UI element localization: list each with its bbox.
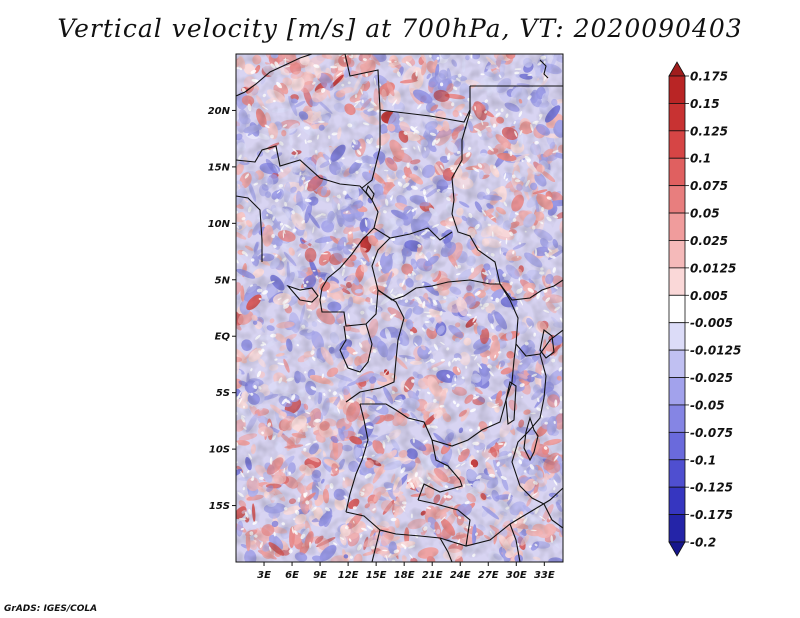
lat-tick-label: 20N xyxy=(208,106,231,117)
colorbar-swatch xyxy=(668,514,686,543)
colorbar-swatch xyxy=(668,431,686,461)
lat-tick-label: 10S xyxy=(209,445,230,456)
colorbar-label: 0.025 xyxy=(690,234,728,248)
lat-tick-label: EQ xyxy=(215,332,231,343)
colorbar-swatch xyxy=(668,486,686,515)
colorbar-label: -0.075 xyxy=(690,426,733,440)
lat-tick-label: 15N xyxy=(208,162,231,173)
colorbar-label: 0.1 xyxy=(690,152,711,166)
colorbar-label: 0.15 xyxy=(690,97,720,111)
lon-tick-label: 33E xyxy=(534,570,555,581)
colorbar-swatch xyxy=(668,103,686,132)
colorbar-swatch xyxy=(668,377,686,406)
lat-tick-label: 10N xyxy=(208,219,231,230)
lon-tick-label: 6E xyxy=(285,570,299,581)
colorbar-label: 0.0125 xyxy=(690,261,736,275)
colorbar-swatch xyxy=(668,130,686,159)
map-frame xyxy=(235,53,564,563)
colorbar-label: 0.05 xyxy=(690,207,720,221)
colorbar-swatch xyxy=(668,240,686,269)
lon-tick-label: 30E xyxy=(506,570,527,581)
lon-tick-label: 24E xyxy=(450,570,471,581)
colorbar-label: -0.005 xyxy=(690,316,733,330)
lon-tick-label: 21E xyxy=(422,570,443,581)
colorbar-label: 0.175 xyxy=(690,70,728,84)
colorbar-label: -0.2 xyxy=(690,536,716,550)
vertical-velocity-field xyxy=(236,54,563,562)
lat-tick-label: 15S xyxy=(209,501,230,512)
colorbar-label: 0.075 xyxy=(690,179,728,193)
colorbar-label: -0.175 xyxy=(690,508,733,522)
colorbar-swatch xyxy=(668,185,686,214)
colorbar-label: 0.005 xyxy=(690,289,728,303)
colorbar-label: -0.025 xyxy=(690,371,733,385)
colorbar-top-arrow xyxy=(668,61,686,77)
colorbar-label: -0.1 xyxy=(690,453,716,467)
longitude-axis: 3E 6E 9E 12E 15E 18E 21E 24E 27E 30E 33E xyxy=(257,562,555,581)
colorbar-label: -0.0125 xyxy=(690,344,741,358)
colorbar-swatch xyxy=(668,75,686,104)
colorbar-label: -0.125 xyxy=(690,481,733,495)
lon-tick-label: 9E xyxy=(313,570,327,581)
country-borders xyxy=(236,54,563,562)
lon-tick-label: 27E xyxy=(478,570,499,581)
lon-tick-label: 18E xyxy=(394,570,415,581)
map-title: Vertical velocity [m/s] at 700hPa, VT: 2… xyxy=(57,14,743,43)
colorbar-label: 0.125 xyxy=(690,124,728,138)
colorbar-swatch xyxy=(668,349,686,378)
lat-tick-label: 5S xyxy=(216,388,230,399)
colorbar-swatch xyxy=(668,157,686,187)
colorbar: 0.175 0.15 0.125 0.1 0.075 0.05 0.025 0.0125 0.0… xyxy=(668,61,741,557)
grads-credit: GrADS: IGES/COLA xyxy=(4,604,98,614)
colorbar-swatch xyxy=(668,322,686,351)
colorbar-swatch xyxy=(668,212,686,241)
colorbar-swatch xyxy=(668,294,686,324)
colorbar-swatch xyxy=(668,459,686,488)
colorbar-swatch xyxy=(668,404,686,433)
lon-tick-label: 3E xyxy=(257,570,271,581)
latitude-axis: 20N 15N 10N 5N EQ 5S 10S 15S xyxy=(208,106,236,512)
lat-tick-label: 5N xyxy=(215,275,231,286)
colorbar-swatch xyxy=(668,267,686,296)
lon-tick-label: 12E xyxy=(338,570,359,581)
colorbar-bottom-arrow xyxy=(668,541,686,557)
lon-tick-label: 15E xyxy=(366,570,387,581)
colorbar-label: -0.05 xyxy=(690,398,725,412)
